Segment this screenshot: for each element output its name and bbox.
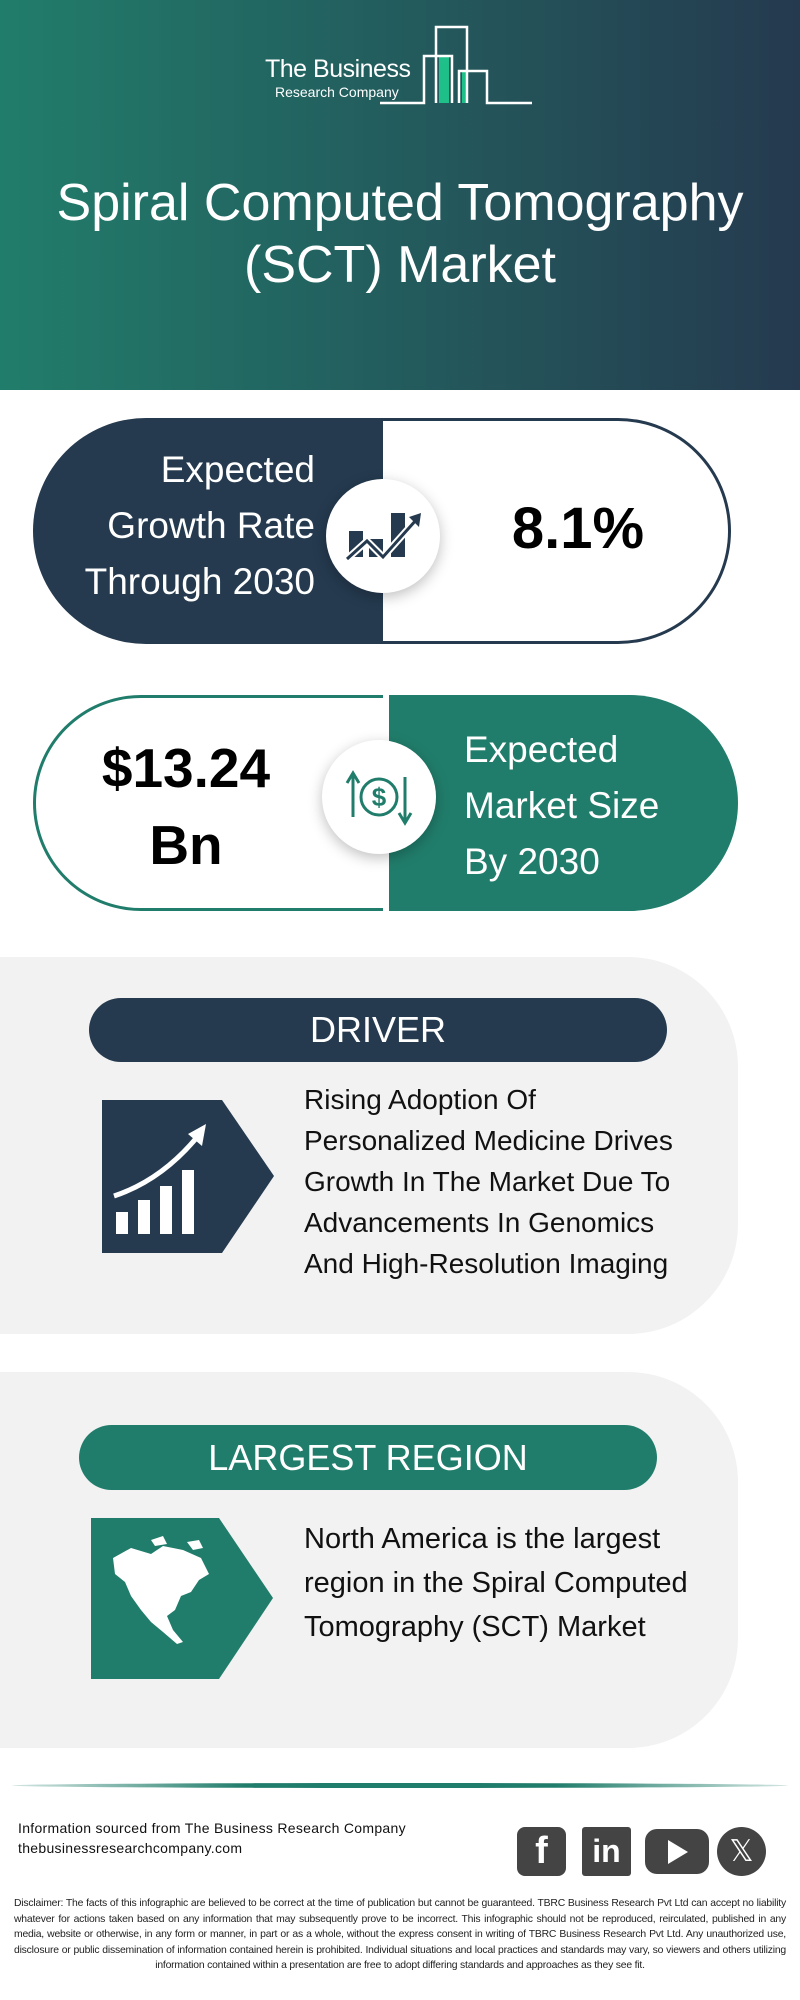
market-size-amount: $13.24	[101, 737, 271, 799]
region-text: North America is the largest region in t…	[304, 1517, 688, 1649]
market-size-label-line: Expected	[464, 729, 619, 770]
growth-label: Expected Growth Rate Through 2030	[40, 442, 315, 610]
market-size-label-line: By 2030	[464, 841, 600, 882]
growth-rate-value: 8.1%	[511, 496, 645, 561]
market-size-label-card	[389, 695, 738, 911]
driver-text: Rising Adoption Of Personalized Medicine…	[304, 1079, 673, 1284]
driver-text-line: Personalized Medicine Drives	[304, 1125, 673, 1156]
footer-divider	[12, 1783, 788, 1788]
footer-website-link[interactable]: thebusinessresearchcompany.com	[18, 1840, 243, 1856]
market-size-label: Expected Market Size By 2030	[464, 722, 659, 890]
market-size-unit: Bn	[149, 814, 223, 876]
region-text-line: region in the Spiral Computed	[304, 1567, 688, 1599]
footer-source: Information sourced from The Business Re…	[18, 1820, 406, 1836]
growth-label-line: Growth Rate	[107, 505, 315, 546]
growth-icon-circle	[326, 479, 440, 593]
region-heading: LARGEST REGION	[79, 1425, 657, 1490]
x-icon[interactable]: 𝕏	[717, 1827, 766, 1876]
driver-text-line: And High-Resolution Imaging	[304, 1248, 669, 1279]
driver-text-line: Rising Adoption Of	[304, 1084, 536, 1115]
facebook-icon[interactable]: f	[517, 1827, 566, 1876]
logo-text-line1: The Business	[265, 55, 411, 83]
rising-bar-chart-icon	[102, 1100, 274, 1253]
driver-text-line: Growth In The Market Due To	[304, 1166, 671, 1197]
market-icon-circle: $	[322, 740, 436, 854]
growth-value-card	[383, 418, 731, 644]
disclaimer: Disclaimer: The facts of this infographi…	[14, 1898, 786, 1971]
growth-label-card	[33, 418, 383, 644]
driver-text-line: Advancements In Genomics	[304, 1207, 655, 1238]
growth-label-line: Expected	[160, 449, 315, 490]
market-size-value: $13.24 Bn	[66, 730, 306, 884]
market-size-label-line: Market Size	[464, 785, 660, 826]
growth-chart-icon	[344, 513, 421, 563]
svg-text:$: $	[372, 782, 387, 812]
growth-label-line: Through 2030	[84, 561, 315, 602]
dollar-exchange-icon: $	[345, 770, 413, 826]
north-america-map-icon	[91, 1518, 273, 1679]
logo-buildings-icon	[380, 25, 532, 105]
title-line-2: (SCT) Market	[244, 236, 556, 294]
region-text-line: North America is the largest	[304, 1523, 661, 1555]
page-title: Spiral Computed Tomography (SCT) Market	[0, 172, 800, 296]
title-line-1: Spiral Computed Tomography	[56, 174, 744, 232]
logo-text-line2: Research Company	[275, 84, 399, 100]
header-banner: The Business Research Company Spiral Com…	[0, 0, 800, 390]
linkedin-icon[interactable]: in	[582, 1827, 631, 1876]
market-size-value-card	[33, 695, 383, 911]
youtube-icon[interactable]	[645, 1829, 709, 1874]
driver-heading: DRIVER	[89, 998, 667, 1062]
region-text-line: Tomography (SCT) Market	[304, 1611, 646, 1643]
